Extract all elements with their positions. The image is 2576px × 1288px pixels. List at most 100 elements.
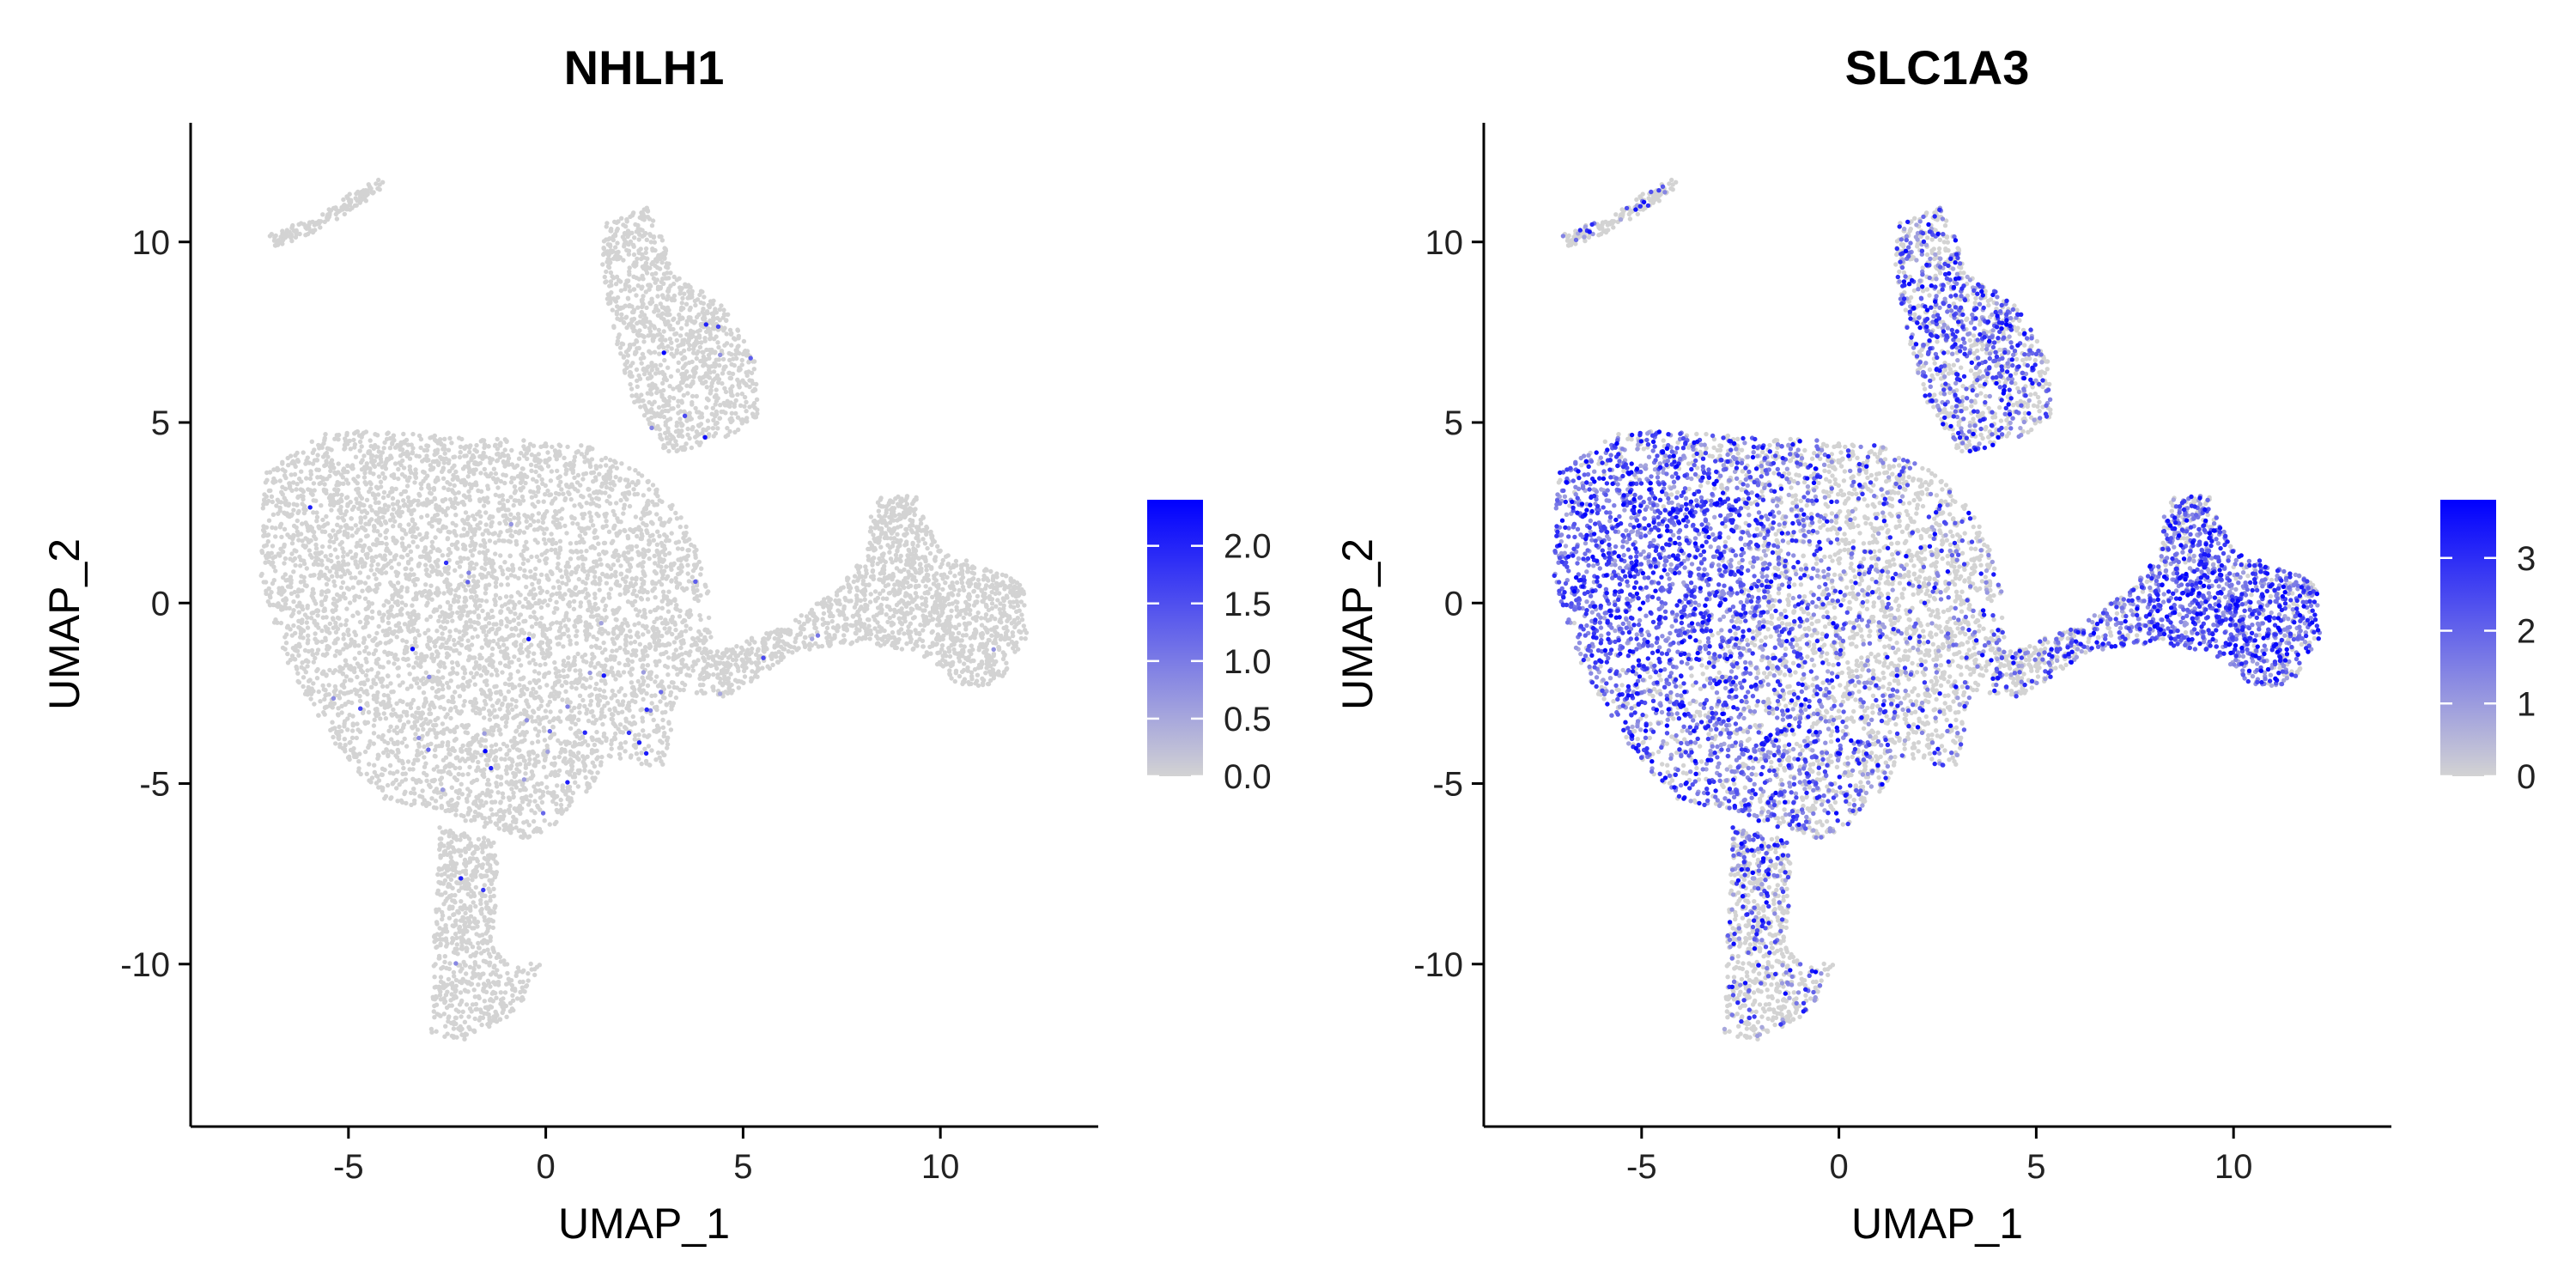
cell-point [529, 495, 535, 500]
cell-point [401, 656, 406, 662]
cell-point [386, 673, 391, 679]
cell-point [472, 627, 477, 632]
cell-point [574, 480, 580, 485]
cell-point [380, 495, 386, 501]
cell-point [451, 472, 456, 478]
cell-point [461, 545, 466, 550]
cell-point [633, 732, 638, 738]
cell-point [544, 635, 550, 641]
cell-point [550, 725, 556, 730]
cell-point [490, 476, 496, 481]
cell-point [467, 449, 472, 455]
cell-point [475, 732, 480, 738]
cell-point [316, 524, 321, 529]
cell-point [624, 621, 629, 626]
cell-point [477, 656, 483, 661]
cell-point [530, 740, 535, 745]
cell-point [587, 693, 592, 698]
cell-point [453, 807, 459, 813]
cell-point [381, 446, 386, 451]
cell-point [364, 702, 369, 707]
cell-point [283, 556, 289, 562]
cell-point [532, 799, 538, 804]
cell-point [342, 737, 347, 742]
cell-point [545, 488, 550, 494]
cell-point [378, 716, 383, 721]
cell-point [358, 771, 363, 777]
cell-point [587, 702, 593, 708]
cell-point [425, 473, 430, 478]
cell-point [475, 606, 480, 611]
cell-point [556, 754, 562, 760]
cell-point [645, 590, 650, 595]
cell-point [598, 715, 603, 721]
cell-point [393, 569, 398, 574]
cell-point [301, 683, 306, 690]
cell-point [586, 447, 592, 453]
cell-point [435, 462, 441, 468]
cell-point [399, 758, 404, 764]
cell-point [303, 670, 308, 675]
cell-point [594, 495, 599, 501]
cell-point [495, 485, 501, 490]
cell-point [529, 624, 535, 629]
cell-point [580, 683, 586, 688]
cell-point [313, 601, 319, 606]
cell-point [647, 609, 653, 615]
cell-point [483, 693, 489, 698]
cell-point [298, 557, 304, 562]
cell-point [310, 586, 316, 592]
cell-point [308, 696, 313, 702]
cell-point [269, 494, 275, 499]
cell-point [641, 623, 646, 629]
cell-point [584, 789, 589, 794]
cell-point [483, 757, 489, 762]
cell-point [423, 761, 428, 766]
cell-point [495, 436, 500, 442]
cell-point [550, 793, 555, 798]
cell-point [418, 712, 423, 717]
cell-point [483, 586, 489, 592]
cell-point [405, 720, 411, 725]
cell-point [545, 575, 550, 581]
cell-point [515, 669, 520, 674]
cell-point [525, 525, 530, 530]
cell-point [303, 461, 308, 466]
cell-point [415, 544, 420, 550]
cell-point [402, 439, 407, 445]
cell-point [531, 686, 536, 692]
cell-point [390, 501, 396, 507]
cell-point [654, 674, 659, 679]
cell-point [487, 782, 492, 787]
cell-point [478, 471, 483, 476]
cell-point [410, 713, 415, 718]
cell-point [426, 573, 431, 578]
cell-point [518, 663, 524, 668]
cell-point [283, 572, 288, 577]
cell-point [611, 562, 617, 568]
cell-point [541, 537, 547, 542]
cell-point [658, 516, 663, 521]
cell-point [573, 668, 578, 673]
cell-point [295, 482, 300, 487]
cell-point [586, 718, 592, 724]
cell-point [418, 436, 424, 442]
cell-point [532, 784, 537, 789]
cell-point [437, 507, 442, 513]
cell-point [506, 702, 511, 708]
cell-point [398, 447, 403, 453]
cell-point [277, 508, 283, 513]
cell-point [497, 520, 502, 526]
cell-point [532, 696, 538, 701]
cell-point [368, 480, 373, 485]
cell-point [657, 533, 662, 538]
cell-point [496, 826, 501, 831]
cell-point [386, 620, 392, 626]
cell-point [416, 491, 422, 497]
cell-point [461, 813, 466, 819]
cell-point [509, 475, 514, 481]
cell-point [280, 467, 285, 472]
cell-point [625, 559, 630, 564]
cell-point [533, 719, 538, 724]
cell-point [405, 625, 410, 630]
